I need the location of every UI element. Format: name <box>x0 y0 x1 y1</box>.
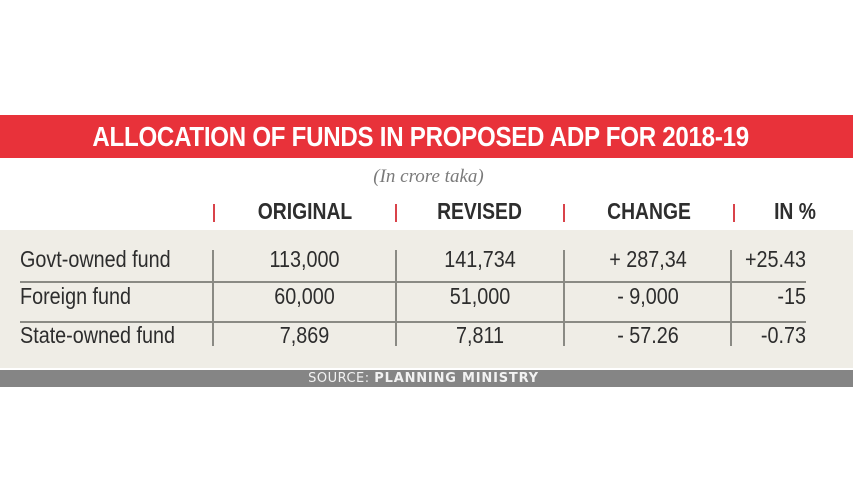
table-row: Foreign fund 60,000 51,000 - 9,000 -15 <box>0 283 853 321</box>
source-prefix: SOURCE: <box>308 371 370 386</box>
cell-original: 113,000 <box>269 246 340 272</box>
column-header-row: ORIGINAL REVISED CHANGE IN % <box>0 194 853 230</box>
header-separator <box>213 204 215 222</box>
header-separator <box>563 204 565 222</box>
unit-note: (In crore taka) <box>0 166 857 188</box>
cell-percent: +25.43 <box>744 246 806 272</box>
row-label: Govt-owned fund <box>20 246 171 272</box>
header-separator <box>733 204 735 222</box>
column-divider <box>730 250 732 346</box>
title-banner: ALLOCATION OF FUNDS IN PROPOSED ADP FOR … <box>0 115 853 158</box>
cell-percent: -15 <box>777 283 806 309</box>
cell-original: 7,869 <box>279 322 330 348</box>
cell-percent: -0.73 <box>760 322 806 348</box>
row-divider <box>20 281 806 283</box>
source-bar: SOURCE: PLANNING MINISTRY <box>0 370 853 387</box>
source-credit: SOURCE: PLANNING MINISTRY <box>308 371 539 386</box>
data-table: Govt-owned fund 113,000 141,734 + 287,34… <box>0 230 853 368</box>
cell-change: - 57.26 <box>617 322 679 348</box>
row-label: Foreign fund <box>20 283 132 309</box>
cell-revised: 51,000 <box>449 283 511 309</box>
cell-change: + 287,34 <box>609 246 687 272</box>
table-title: ALLOCATION OF FUNDS IN PROPOSED ADP FOR … <box>92 120 749 152</box>
column-header-change: CHANGE <box>607 198 691 224</box>
column-header-revised: REVISED <box>437 198 522 224</box>
table-row: State-owned fund 7,869 7,811 - 57.26 -0.… <box>0 322 853 360</box>
cell-revised: 141,734 <box>444 246 516 272</box>
row-label: State-owned fund <box>20 322 176 348</box>
column-divider <box>395 250 397 346</box>
column-header-original: ORIGINAL <box>257 198 353 224</box>
column-divider <box>212 250 214 346</box>
cell-change: - 9,000 <box>617 283 679 309</box>
column-header-percent: IN % <box>774 198 816 224</box>
table-row: Govt-owned fund 113,000 141,734 + 287,34… <box>0 246 853 284</box>
source-name: PLANNING MINISTRY <box>374 371 539 386</box>
cell-revised: 7,811 <box>455 322 505 348</box>
cell-original: 60,000 <box>274 283 335 309</box>
header-separator <box>395 204 397 222</box>
unit-note-text: (In crore taka) <box>373 166 484 187</box>
row-divider <box>20 321 806 323</box>
column-divider <box>563 250 565 346</box>
